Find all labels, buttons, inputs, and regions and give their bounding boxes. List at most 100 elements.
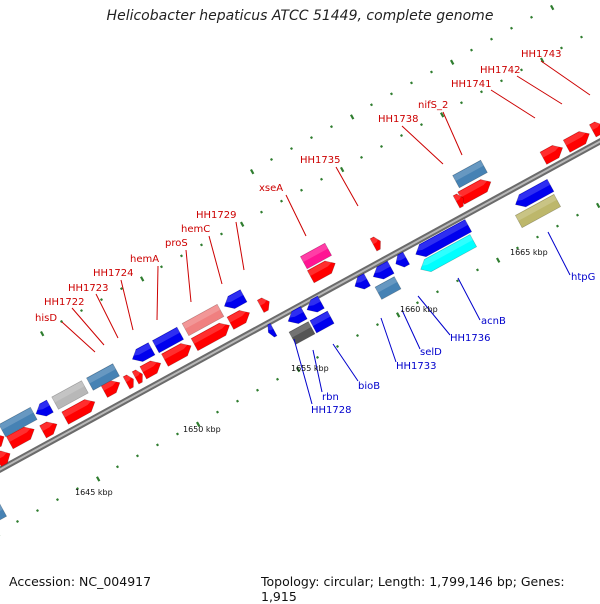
tick-mark: [80, 309, 83, 312]
tick-mark: [390, 92, 393, 95]
tick-mark: [16, 520, 19, 523]
label-leader: [157, 266, 158, 320]
scale-label-1655: 1655 kbp: [291, 364, 329, 373]
tick-mark: [356, 334, 359, 337]
tick-mark: [350, 114, 354, 119]
gene-arrow: [257, 295, 272, 312]
tick-mark: [300, 189, 303, 192]
label-leader: [443, 112, 462, 155]
tick-mark: [256, 389, 259, 392]
tick-mark: [240, 222, 244, 227]
tick-mark: [580, 36, 583, 39]
tick-mark: [276, 378, 279, 381]
tick-mark: [260, 211, 263, 214]
tick-mark: [200, 243, 203, 246]
gene-label-proS: proS: [165, 238, 188, 249]
gene-label-HH1736: HH1736: [450, 333, 491, 344]
tick-mark: [270, 158, 273, 161]
tick-mark: [536, 236, 539, 239]
label-leader: [418, 296, 450, 335]
label-leader: [209, 236, 222, 284]
gene-box: [310, 311, 334, 333]
tick-mark: [510, 27, 513, 30]
tick-mark: [116, 465, 119, 468]
tick-mark: [360, 156, 363, 159]
tick-mark: [436, 290, 439, 293]
label-leader: [458, 278, 480, 320]
gene-label-HH1733: HH1733: [396, 361, 437, 372]
accession-text: Accession: NC_004917: [9, 574, 151, 589]
gene-features: [0, 119, 600, 522]
scale-label-1650: 1650 kbp: [183, 425, 221, 434]
tick-mark: [480, 90, 483, 93]
tick-mark: [250, 169, 254, 174]
tick-mark: [316, 356, 319, 359]
tick-mark: [576, 214, 579, 217]
gene-label-HH1735: HH1735: [300, 155, 341, 166]
gene-label-nifS_2: nifS_2: [418, 100, 448, 111]
gene-label-HH1728: HH1728: [311, 405, 352, 416]
tick-mark: [216, 411, 219, 414]
label-leader: [541, 61, 590, 95]
gene-arrow: [370, 235, 384, 251]
label-leader: [333, 344, 358, 381]
label-leader: [236, 222, 244, 270]
label-leader: [62, 322, 95, 352]
gene-arrow: [227, 307, 253, 330]
gene-label-HH1743: HH1743: [521, 49, 562, 60]
tick-mark: [550, 5, 554, 10]
tick-mark: [36, 509, 39, 512]
gene-box: [289, 322, 315, 345]
gene-label-HH1738: HH1738: [378, 114, 419, 125]
gene-arrow: [589, 119, 600, 137]
tick-mark: [136, 454, 139, 457]
gene-box: [375, 277, 401, 300]
tick-mark: [380, 145, 383, 148]
tick-mark: [156, 443, 159, 446]
tick-mark: [460, 101, 463, 104]
tick-mark: [370, 103, 373, 106]
reverse-gene-labels: HH1728 rbn bioB HH1733 selD HH1736 acnB …: [311, 272, 595, 416]
tick-mark: [470, 49, 473, 52]
tick-mark: [530, 16, 533, 19]
label-leader: [336, 167, 358, 206]
gene-label-HH1742: HH1742: [480, 65, 521, 76]
tick-mark: [100, 298, 103, 301]
gene-arrow: [221, 290, 247, 313]
scale-label-1660: 1660 kbp: [400, 305, 438, 314]
tick-mark: [290, 147, 293, 150]
tick-mark: [430, 70, 433, 73]
gene-label-hemC: hemC: [181, 224, 210, 235]
gene-label-selD: selD: [420, 347, 442, 358]
label-leader: [96, 294, 118, 338]
tick-mark: [400, 134, 403, 137]
tick-dots: [0, 0, 600, 536]
tick-mark: [140, 276, 144, 281]
gene-label-HH1741: HH1741: [451, 79, 492, 90]
tick-mark: [410, 81, 413, 84]
gene-label-rbn: rbn: [322, 392, 339, 403]
gene-label-htpG: htpG: [571, 272, 595, 283]
tick-mark: [420, 123, 423, 126]
tick-mark: [476, 268, 479, 271]
label-leader: [402, 310, 420, 349]
tick-mark: [496, 257, 500, 262]
tick-mark: [336, 345, 339, 348]
tick-mark: [340, 167, 344, 172]
gene-label-bioB: bioB: [358, 381, 380, 392]
gene-label-hemA: hemA: [130, 254, 159, 265]
scale-label-1645: 1645 kbp: [75, 488, 113, 497]
gene-label-xseA: xseA: [259, 183, 283, 194]
label-leader: [121, 280, 133, 330]
tick-mark: [490, 38, 493, 41]
tick-mark: [330, 125, 333, 128]
tick-mark: [160, 265, 163, 268]
tick-mark: [500, 79, 503, 82]
label-leader: [186, 250, 191, 302]
gene-label-hisD: hisD: [35, 313, 57, 324]
scale-label-1665: 1665 kbp: [510, 248, 548, 257]
gene-label-HH1722: HH1722: [44, 297, 85, 308]
tick-mark: [596, 203, 600, 208]
label-leader: [286, 195, 306, 236]
